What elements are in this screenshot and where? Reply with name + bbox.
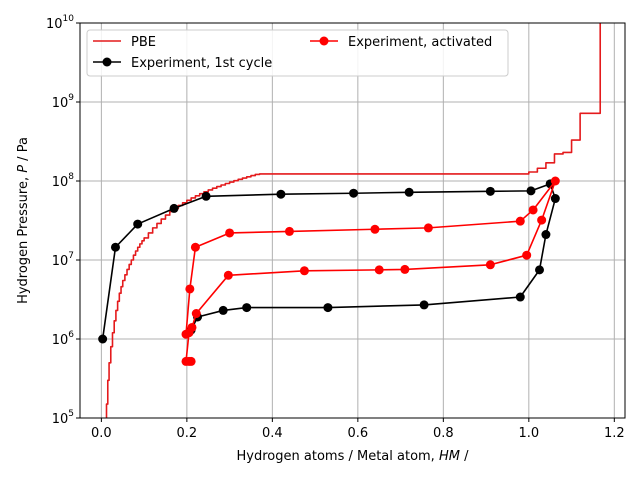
axes-frame [79,22,626,419]
x-tick-label: 1.2 [604,426,625,441]
data-point-experiment-activated [299,266,309,276]
data-point-experiment-activated [522,250,532,260]
legend-label-experiment-activated: Experiment, activated [348,35,492,50]
data-point-experiment-activated [370,224,380,234]
x-tick-label: 0.0 [91,426,112,441]
data-point-experiment-activated [537,215,547,225]
data-point-experiment-1st-cycle [110,242,120,252]
data-point-experiment-activated [190,242,200,252]
data-point-experiment-activated [423,223,433,233]
x-tick-label: 1.0 [518,426,539,441]
x-tick-label: 0.6 [347,426,368,441]
x-tick-label: 0.4 [262,426,283,441]
legend-label-experiment-1st-cycle: Experiment, 1st cycle [131,56,272,71]
data-point-experiment-activated [374,265,384,275]
data-point-experiment-activated [223,270,233,280]
data-point-experiment-activated [400,264,410,274]
series-line-pbe [105,23,602,418]
data-point-experiment-activated [184,328,194,338]
data-point-experiment-1st-cycle [349,188,359,198]
data-point-experiment-activated [515,216,525,226]
data-point-experiment-1st-cycle [419,300,429,310]
y-tick-label: 107 [52,251,74,269]
data-point-experiment-1st-cycle [515,292,525,302]
data-point-experiment-1st-cycle [133,219,143,229]
data-point-experiment-1st-cycle [541,230,551,240]
data-point-experiment-1st-cycle [404,187,414,197]
plot-area [80,23,625,418]
y-tick-label: 108 [52,172,75,190]
data-point-experiment-1st-cycle [276,189,286,199]
data-point-experiment-1st-cycle [485,186,495,196]
y-tick-label: 106 [52,330,75,348]
y-tick-label: 105 [52,409,74,427]
data-point-experiment-1st-cycle [169,203,179,213]
data-point-experiment-1st-cycle [535,265,545,275]
y-axis-label: Hydrogen Pressure, P / Pa [16,137,31,304]
legend: PBE Experiment, 1st cycle Experiment, acti… [86,29,509,77]
data-point-experiment-activated [186,356,196,366]
ticks: 0.0 0.2 0.4 0.6 0.8 1.0 1.2 105 106 107 108 109 1010 [46,14,625,441]
data-point-experiment-1st-cycle [323,303,333,313]
x-tick-label: 0.2 [177,426,198,441]
data-point-experiment-activated [191,309,201,319]
data-point-experiment-1st-cycle [242,303,252,313]
data-point-experiment-1st-cycle [201,191,211,201]
data-point-experiment-activated [528,205,538,215]
data-point-experiment-activated [284,226,294,236]
x-axis-label: Hydrogen atoms / Metal atom, HM / [237,449,470,464]
data-point-experiment-1st-cycle [526,186,536,196]
legend-label-pbe: PBE [131,35,156,50]
data-point-experiment-1st-cycle [550,194,560,204]
data-point-experiment-activated [485,260,495,270]
legend-marker-experiment-1st-cycle [102,57,112,67]
data-point-experiment-1st-cycle [98,334,108,344]
series-group [98,23,602,418]
data-point-experiment-activated [185,284,195,294]
legend-box [86,29,509,77]
y-tick-label: 109 [52,93,75,111]
data-point-experiment-activated [225,228,235,238]
x-tick-label: 0.8 [433,426,454,441]
y-tick-label: 1010 [46,14,74,32]
data-point-experiment-activated [550,176,560,186]
legend-marker-experiment-activated [319,36,329,46]
data-point-experiment-1st-cycle [218,305,228,315]
